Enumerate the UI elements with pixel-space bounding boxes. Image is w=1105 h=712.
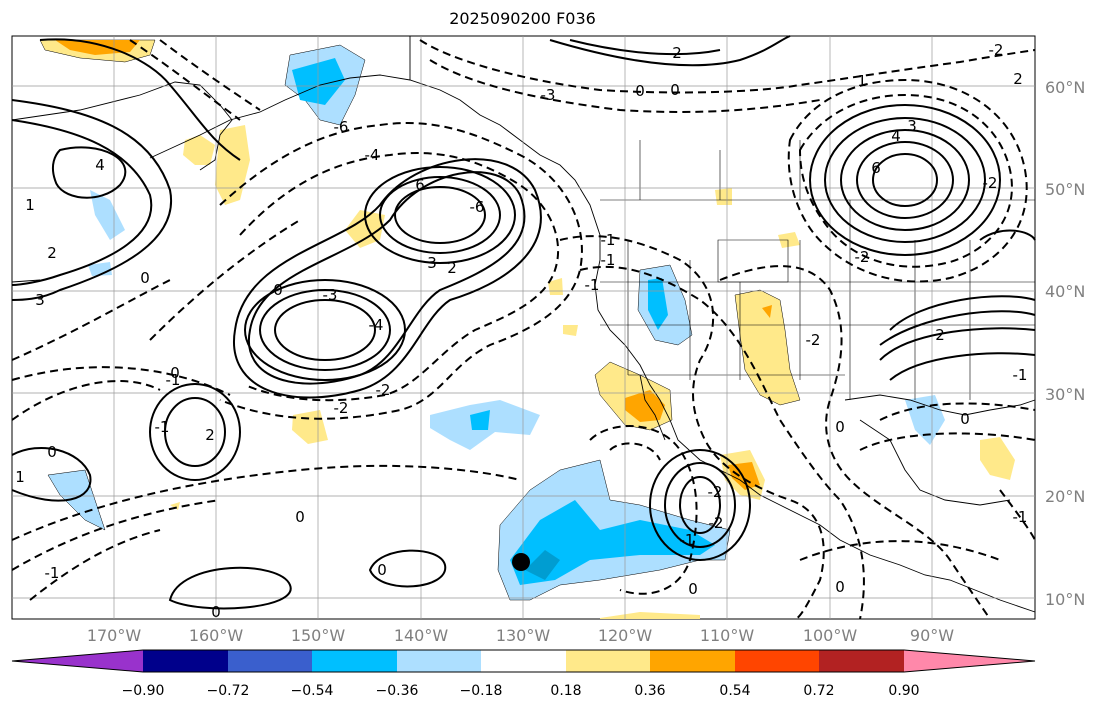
colorbar-label: −0.18 — [459, 683, 503, 699]
contour-label: 0 — [835, 418, 845, 436]
contour-label: -1 — [585, 276, 600, 294]
contour-label: 0 — [688, 580, 698, 598]
colorbar-label: 0.36 — [634, 683, 666, 699]
contour-label: 0 — [635, 82, 645, 100]
colorbar-cell — [904, 650, 1035, 672]
map-title: 2025090200 F036 — [449, 9, 596, 28]
contour-label: 3 — [35, 291, 45, 309]
lon-label: 160°W — [188, 626, 244, 645]
colorbar-label: −0.90 — [121, 683, 165, 699]
contour-label: -2 — [376, 381, 391, 399]
contour-label: -2 — [855, 248, 870, 266]
contour-label: -1 — [166, 371, 181, 389]
colorbar-cell — [566, 650, 650, 672]
contour-label: 0 — [273, 281, 283, 299]
contour-label: 0 — [960, 410, 970, 428]
contour-label: 6 — [415, 176, 425, 194]
contour-label: 3 — [427, 254, 437, 272]
contour-label: 2 — [47, 244, 57, 262]
contour-label: -1 — [1013, 508, 1028, 526]
colorbar-outline — [11, 649, 1036, 673]
colorbar-cell — [481, 650, 566, 672]
colorbar-label: −0.36 — [375, 683, 419, 699]
lon-label: 170°W — [86, 626, 142, 645]
lat-label: 60°N — [1045, 78, 1086, 97]
contour-label: -3 — [541, 86, 556, 104]
gridlines — [12, 36, 1035, 619]
contour-label: 0 — [140, 269, 150, 287]
contour-label: 2 — [205, 426, 215, 444]
contour-label: 6 — [871, 159, 881, 177]
contour-label: 0 — [377, 561, 387, 579]
contour-label: 2 — [1013, 70, 1023, 88]
lon-label: 150°W — [290, 626, 346, 645]
lat-label: 30°N — [1045, 385, 1086, 404]
contour-label: -2 — [708, 483, 723, 501]
contour-label: 2 — [447, 259, 457, 277]
colorbar-label: −0.72 — [206, 683, 250, 699]
lon-label: 120°W — [597, 626, 653, 645]
colorbar-cell — [650, 650, 735, 672]
contour-label: 4 — [95, 156, 105, 174]
contour-label: -6 — [470, 198, 485, 216]
storm-marker — [512, 553, 530, 571]
contour-label: -2 — [983, 174, 998, 192]
contour-label: 1 — [25, 196, 35, 214]
contour-labels: -6 -3 -1 0 1 2 3 4 6 -2 -4 1 -1 0 2 -6 3… — [15, 41, 1027, 621]
contour-label: 0 — [835, 578, 845, 596]
lat-label: 50°N — [1045, 180, 1086, 199]
contour-label: -2 — [806, 331, 821, 349]
colorbar-cell — [228, 650, 312, 672]
colorbar — [11, 649, 1036, 673]
colorbar-cell — [819, 650, 904, 672]
lat-label: 40°N — [1045, 282, 1086, 301]
lon-label: 110°W — [699, 626, 755, 645]
negative-contours — [11, 39, 1036, 620]
lon-label: 130°W — [495, 626, 551, 645]
lat-label: 20°N — [1045, 487, 1086, 506]
contour-label: 3 — [907, 117, 917, 135]
colorbar-label: 0.54 — [719, 683, 751, 699]
contour-label: -1 — [155, 418, 170, 436]
contour-label: -2 — [709, 514, 724, 532]
contour-label: 4 — [891, 127, 901, 145]
colorbar-cell — [12, 650, 143, 672]
contour-label: -1 — [1013, 366, 1028, 384]
colorbar-cell — [735, 650, 819, 672]
contour-label: -4 — [365, 146, 380, 164]
contour-label: 2 — [935, 326, 945, 344]
colorbar-cell — [397, 650, 481, 672]
contour-label: -2 — [334, 399, 349, 417]
colorbar-cell — [312, 650, 397, 672]
contour-label: 0 — [170, 364, 180, 382]
colorbar-label: −0.54 — [290, 683, 334, 699]
contour-label: -6 — [334, 118, 349, 136]
lon-label: 90°W — [909, 626, 955, 645]
contour-label: -1 — [680, 531, 695, 549]
contour-label: -1 — [45, 564, 60, 582]
contour-label: -1 — [601, 251, 616, 269]
positive-contours — [11, 35, 1036, 610]
contour-label: 1 — [857, 72, 867, 90]
contour-label: 0 — [295, 508, 305, 526]
contour-label: 1 — [15, 468, 25, 486]
contour-label: -1 — [601, 231, 616, 249]
lon-label: 100°W — [802, 626, 858, 645]
colorbar-label: 0.90 — [888, 683, 920, 699]
lat-label: 10°N — [1045, 590, 1086, 609]
contour-label: 2 — [672, 44, 682, 62]
map-plot: -6 -3 -1 0 1 2 3 4 6 -2 -4 1 -1 0 2 -6 3… — [11, 35, 1036, 621]
contour-label: -4 — [369, 316, 384, 334]
colorbar-label: 0.72 — [803, 683, 835, 699]
colorbar-label: 0.18 — [550, 683, 582, 699]
contour-label: 0 — [670, 81, 680, 99]
political-borders — [600, 140, 1035, 400]
contour-label: 0 — [47, 443, 57, 461]
contour-label: -3 — [323, 286, 338, 304]
lon-label: 140°W — [393, 626, 449, 645]
contour-label: 0 — [211, 603, 221, 621]
colorbar-cell — [143, 650, 228, 672]
contour-label: -2 — [989, 41, 1004, 59]
